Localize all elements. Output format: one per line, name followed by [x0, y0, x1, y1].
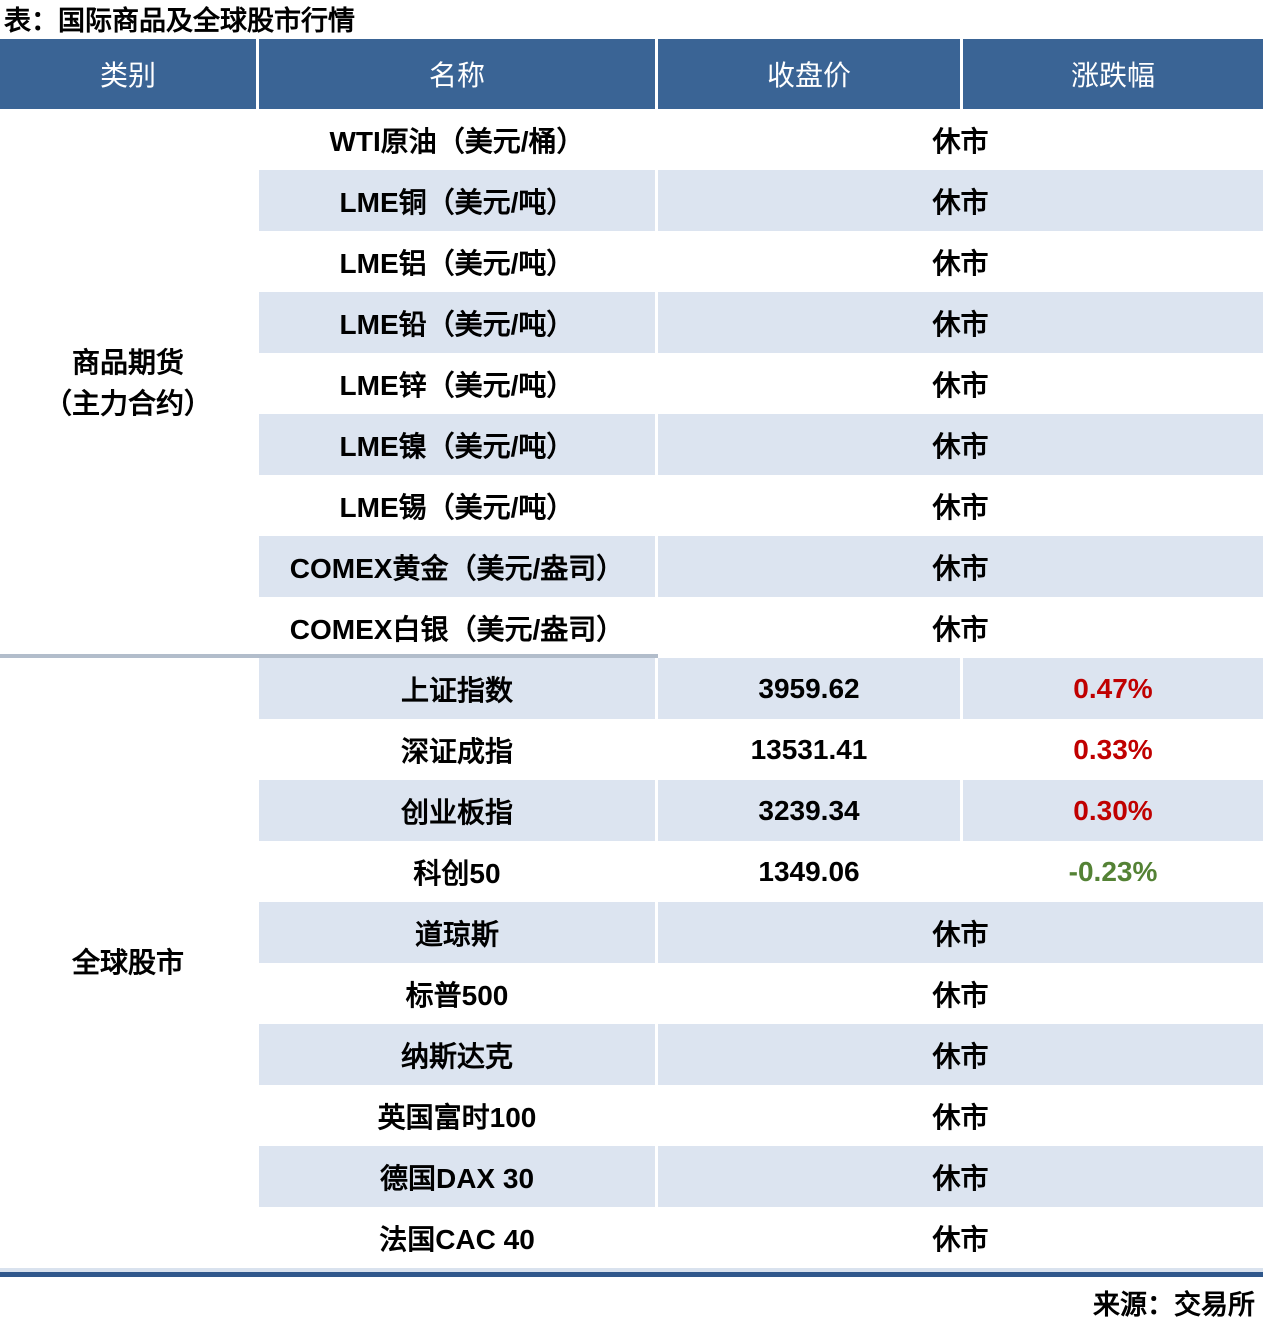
close-price-cell: 3959.62: [658, 658, 963, 719]
name-cell: LME铅（美元/吨）: [259, 292, 658, 353]
change-percent-cell: 0.33%: [963, 719, 1263, 780]
market-closed-cell: 休市: [658, 963, 1263, 1024]
name-cell: 德国DAX 30: [259, 1146, 658, 1207]
table-row: 标普500 休市: [0, 963, 1263, 1024]
table-row: 深证成指 13531.41 0.33%: [0, 719, 1263, 780]
name-cell: WTI原油（美元/桶）: [259, 109, 658, 170]
table-row: LME铜（美元/吨） 休市: [0, 170, 1263, 231]
close-price-cell: 13531.41: [658, 719, 963, 780]
market-closed-cell: 休市: [658, 902, 1263, 963]
table-row: 创业板指 3239.34 0.30%: [0, 780, 1263, 841]
header-row: 类别 名称 收盘价 涨跌幅: [0, 39, 1263, 109]
table-row: 英国富时100 休市: [0, 1085, 1263, 1146]
market-closed-cell: 休市: [658, 292, 1263, 353]
market-closed-cell: 休市: [658, 353, 1263, 414]
market-closed-cell: 休市: [658, 170, 1263, 231]
source-note: 来源：交易所: [1093, 1290, 1255, 1320]
table-title: 表：国际商品及全球股市行情: [4, 6, 355, 36]
column-header: 类别: [0, 39, 259, 109]
name-cell: 科创50: [259, 841, 658, 902]
market-closed-cell: 休市: [658, 1207, 1263, 1268]
change-percent-cell: -0.23%: [963, 841, 1263, 902]
market-closed-cell: 休市: [658, 475, 1263, 536]
name-cell: 法国CAC 40: [259, 1207, 658, 1268]
section-divider: [0, 654, 658, 658]
market-closed-cell: 休市: [658, 231, 1263, 292]
table-row: 全球股市 上证指数 3959.62 0.47%: [0, 658, 1263, 1268]
name-cell: 创业板指: [259, 780, 658, 841]
name-cell: LME镍（美元/吨）: [259, 414, 658, 475]
name-cell: 深证成指: [259, 719, 658, 780]
market-table: 类别 名称 收盘价 涨跌幅 商品期货 （主力合约） WTI原油（美元/桶） 休市 LME铜（美…: [0, 39, 1263, 1268]
table-row: 纳斯达克 休市: [0, 1024, 1263, 1085]
table-row: COMEX黄金（美元/盎司） 休市: [0, 536, 1263, 597]
name-cell: 上证指数: [259, 658, 658, 719]
column-header: 收盘价: [658, 39, 963, 109]
change-percent-cell: 0.30%: [963, 780, 1263, 841]
category-line: （主力合约）: [43, 387, 212, 419]
table-row: LME铅（美元/吨） 休市: [0, 292, 1263, 353]
table-row: LME镍（美元/吨） 休市: [0, 414, 1263, 475]
column-header: 名称: [259, 39, 658, 109]
table-row: 道琼斯 休市: [0, 902, 1263, 963]
name-cell: 英国富时100: [259, 1085, 658, 1146]
name-cell: LME锌（美元/吨）: [259, 353, 658, 414]
category-cell: 商品期货 （主力合约）: [0, 109, 259, 658]
name-cell: LME铜（美元/吨）: [259, 170, 658, 231]
table-row: 法国CAC 40 休市: [0, 1207, 1263, 1268]
market-closed-cell: 休市: [658, 109, 1263, 170]
table-row: COMEX白银（美元/盎司） 休市: [0, 597, 1263, 658]
name-cell: 纳斯达克: [259, 1024, 658, 1085]
market-closed-cell: 休市: [658, 1146, 1263, 1207]
category-line: 商品期货: [71, 346, 184, 378]
table-row: LME铝（美元/吨） 休市: [0, 231, 1263, 292]
name-cell: COMEX白银（美元/盎司）: [259, 597, 658, 658]
table-section: 商品期货 （主力合约） WTI原油（美元/桶） 休市 LME铜（美元/吨） 休市 LME铝（…: [0, 109, 1263, 658]
table-row: 商品期货 （主力合约） WTI原油（美元/桶） 休市: [0, 109, 1263, 658]
table-row: 德国DAX 30 休市: [0, 1146, 1263, 1207]
close-price-cell: 3239.34: [658, 780, 963, 841]
name-cell: 道琼斯: [259, 902, 658, 963]
bottom-border-dark: [0, 1272, 1263, 1277]
market-closed-cell: 休市: [658, 1024, 1263, 1085]
change-percent-cell: 0.47%: [963, 658, 1263, 719]
category-cell: 全球股市: [0, 658, 259, 1268]
market-closed-cell: 休市: [658, 1085, 1263, 1146]
table-section: 全球股市 上证指数 3959.62 0.47% 深证成指 13531.41 0.33% 创业板…: [0, 658, 1263, 1268]
table-row: LME锌（美元/吨） 休市: [0, 353, 1263, 414]
table-row: 科创50 1349.06 -0.23%: [0, 841, 1263, 902]
name-cell: LME锡（美元/吨）: [259, 475, 658, 536]
close-price-cell: 1349.06: [658, 841, 963, 902]
category-line: 全球股市: [71, 946, 184, 978]
table-header: 类别 名称 收盘价 涨跌幅: [0, 39, 1263, 109]
name-cell: 标普500: [259, 963, 658, 1024]
name-cell: COMEX黄金（美元/盎司）: [259, 536, 658, 597]
market-closed-cell: 休市: [658, 414, 1263, 475]
column-header: 涨跌幅: [963, 39, 1263, 109]
market-closed-cell: 休市: [658, 597, 1263, 658]
table-row: LME锡（美元/吨） 休市: [0, 475, 1263, 536]
bottom-border-light: [0, 1268, 1263, 1272]
name-cell: LME铝（美元/吨）: [259, 231, 658, 292]
market-closed-cell: 休市: [658, 536, 1263, 597]
